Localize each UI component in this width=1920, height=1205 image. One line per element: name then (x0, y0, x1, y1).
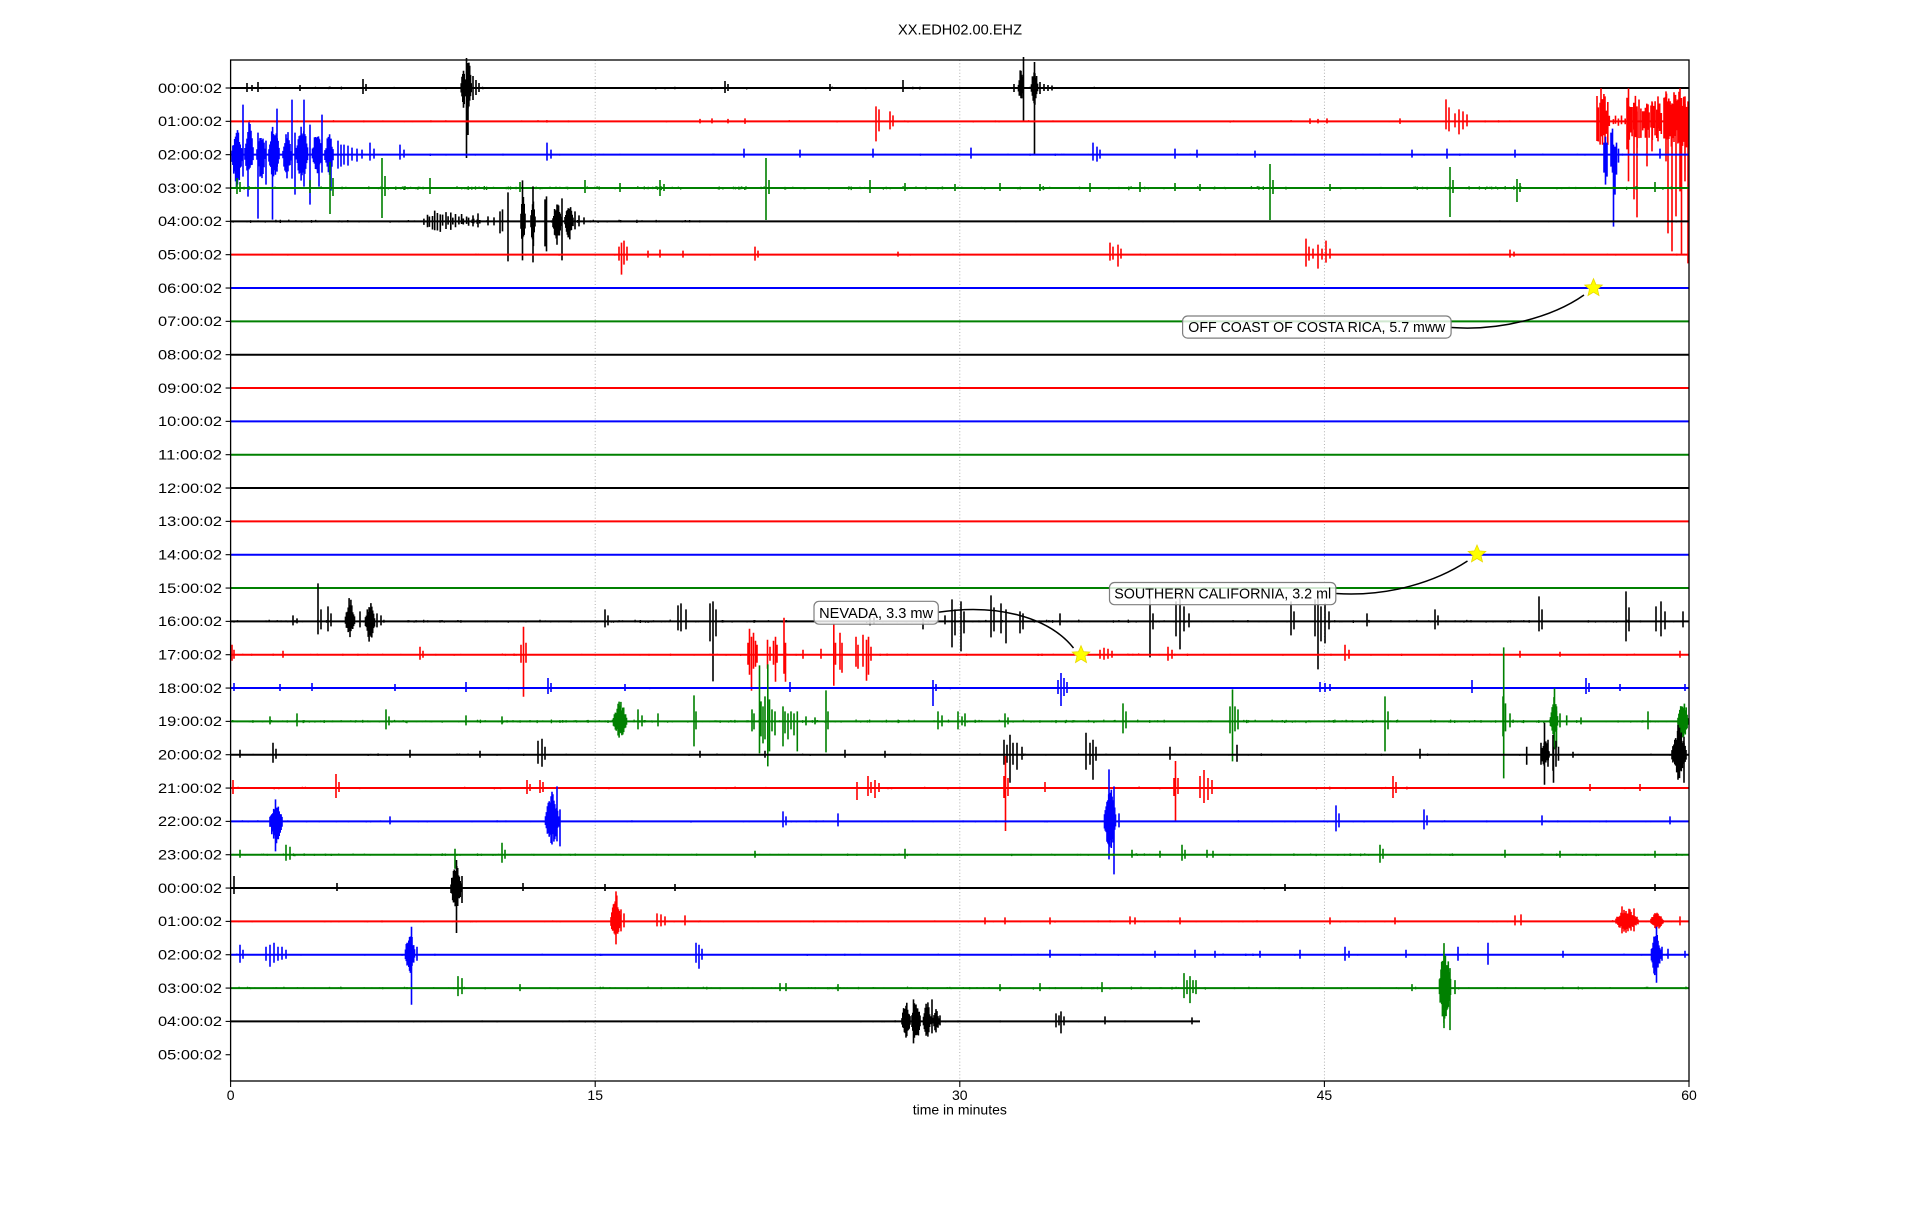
svg-text:60: 60 (1681, 1087, 1697, 1103)
svg-text:06:00:02: 06:00:02 (158, 281, 222, 296)
svg-text:07:00:02: 07:00:02 (158, 314, 222, 329)
svg-text:15: 15 (587, 1087, 603, 1103)
svg-text:01:00:02: 01:00:02 (158, 914, 222, 929)
svg-text:17:00:02: 17:00:02 (158, 648, 222, 663)
svg-text:13:00:02: 13:00:02 (158, 514, 222, 529)
svg-text:02:00:02: 02:00:02 (158, 147, 222, 162)
svg-text:18:00:02: 18:00:02 (158, 681, 222, 696)
svg-text:OFF COAST OF COSTA RICA, 5.7 m: OFF COAST OF COSTA RICA, 5.7 mww (1188, 320, 1446, 336)
svg-text:04:00:02: 04:00:02 (158, 214, 222, 229)
svg-text:00:00:02: 00:00:02 (158, 81, 222, 96)
svg-text:05:00:02: 05:00:02 (158, 1048, 222, 1063)
svg-text:00:00:02: 00:00:02 (158, 881, 222, 896)
svg-text:NEVADA, 3.3 mw: NEVADA, 3.3 mw (819, 606, 934, 622)
svg-text:22:00:02: 22:00:02 (158, 814, 222, 829)
svg-text:0: 0 (227, 1087, 235, 1103)
svg-text:16:00:02: 16:00:02 (158, 614, 222, 629)
svg-text:time in minutes: time in minutes (913, 1102, 1007, 1118)
svg-text:10:00:02: 10:00:02 (158, 414, 222, 429)
svg-text:01:00:02: 01:00:02 (158, 114, 222, 129)
svg-text:20:00:02: 20:00:02 (158, 748, 222, 763)
svg-text:19:00:02: 19:00:02 (158, 714, 222, 729)
svg-text:21:00:02: 21:00:02 (158, 781, 222, 796)
svg-text:30: 30 (952, 1087, 968, 1103)
svg-text:05:00:02: 05:00:02 (158, 247, 222, 262)
svg-text:45: 45 (1317, 1087, 1333, 1103)
svg-text:12:00:02: 12:00:02 (158, 481, 222, 496)
svg-text:15:00:02: 15:00:02 (158, 581, 222, 596)
svg-text:03:00:02: 03:00:02 (158, 181, 222, 196)
svg-text:08:00:02: 08:00:02 (158, 347, 222, 362)
svg-text:XX.EDH02.00.EHZ: XX.EDH02.00.EHZ (898, 23, 1022, 39)
svg-text:14:00:02: 14:00:02 (158, 548, 222, 563)
svg-text:04:00:02: 04:00:02 (158, 1014, 222, 1029)
svg-text:03:00:02: 03:00:02 (158, 981, 222, 996)
svg-text:02:00:02: 02:00:02 (158, 948, 222, 963)
svg-text:11:00:02: 11:00:02 (158, 448, 222, 463)
svg-text:09:00:02: 09:00:02 (158, 381, 222, 396)
svg-text:SOUTHERN CALIFORNIA, 3.2 ml: SOUTHERN CALIFORNIA, 3.2 ml (1114, 587, 1331, 603)
svg-text:23:00:02: 23:00:02 (158, 848, 222, 863)
